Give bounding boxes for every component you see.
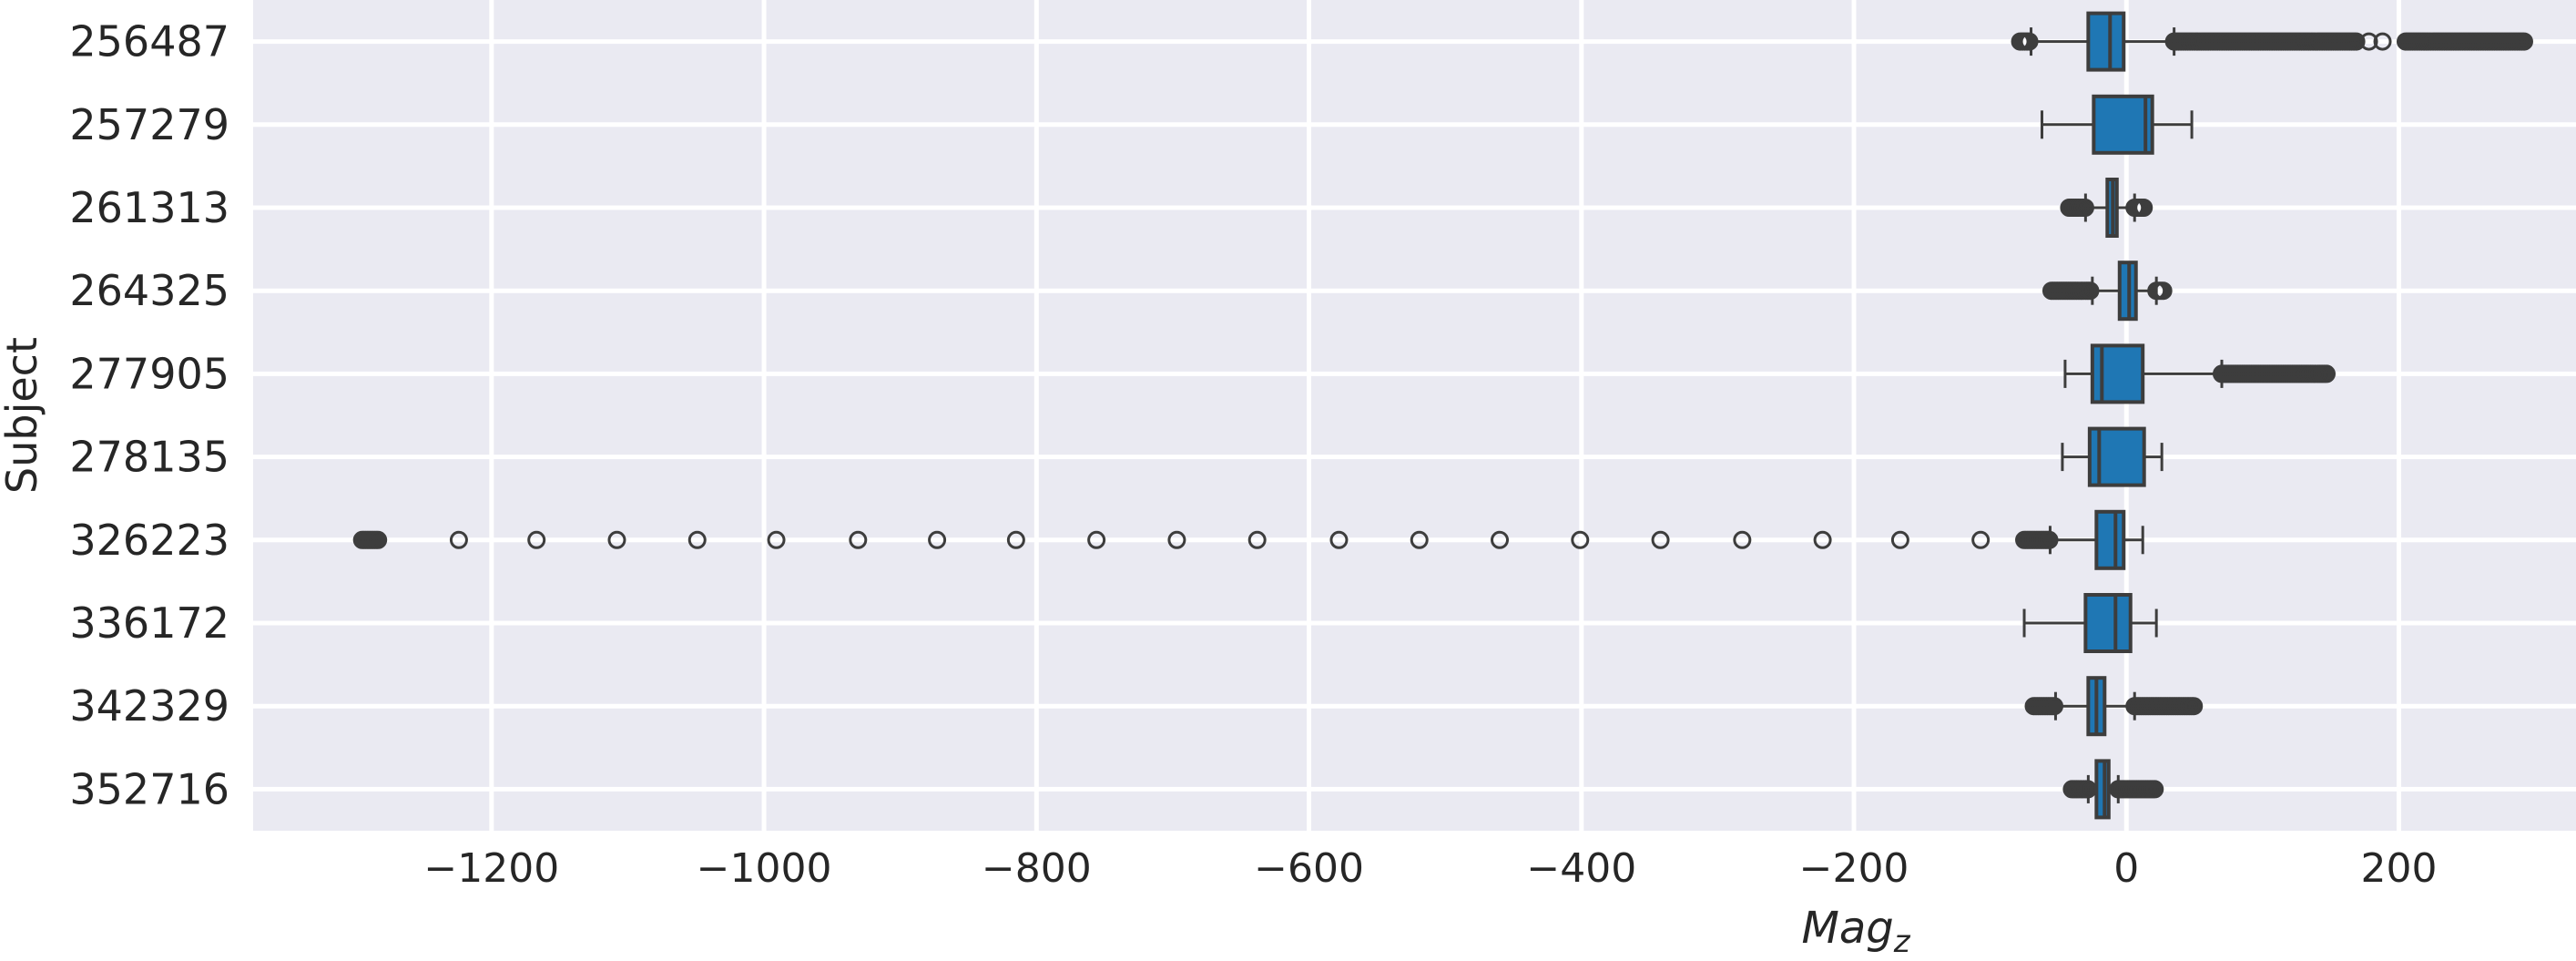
x-axis-title-base: Mag bbox=[1801, 903, 1893, 954]
outlier-point bbox=[1890, 530, 1909, 549]
iqr-box bbox=[2094, 509, 2126, 570]
outlier-point bbox=[2078, 780, 2097, 799]
y-tick-label: 326223 bbox=[69, 516, 229, 565]
outlier-point bbox=[2134, 199, 2153, 217]
x-tick-label: −400 bbox=[1526, 845, 1636, 892]
outlier-point bbox=[2040, 530, 2059, 549]
y-tick-label: 336172 bbox=[69, 598, 229, 648]
outlier-point bbox=[2081, 281, 2100, 301]
outlier-point bbox=[1491, 530, 1510, 549]
y-tick-label: 257279 bbox=[69, 100, 229, 149]
box-group-336172 bbox=[2022, 593, 2158, 653]
box-group-261313 bbox=[2060, 178, 2153, 238]
outlier-point bbox=[1006, 530, 1025, 549]
outlier-point bbox=[1971, 530, 1991, 549]
outlier-point bbox=[607, 530, 626, 549]
outlier-point bbox=[2347, 32, 2366, 51]
x-tick-label: −200 bbox=[1799, 845, 1909, 892]
iqr-box bbox=[2086, 11, 2126, 72]
x-axis-title-subscript: z bbox=[1893, 924, 1911, 960]
outlier-point bbox=[1167, 530, 1186, 549]
outlier-point bbox=[2184, 697, 2204, 716]
outlier-point bbox=[928, 530, 947, 549]
outlier-point bbox=[1410, 530, 1429, 549]
iqr-box bbox=[2090, 343, 2145, 404]
y-tick-label: 278135 bbox=[69, 433, 229, 482]
iqr-box bbox=[2092, 94, 2154, 155]
box-group-277905 bbox=[2063, 343, 2336, 404]
outlier-point bbox=[767, 530, 786, 549]
x-tick-label: 200 bbox=[2361, 845, 2438, 892]
outlier-point bbox=[527, 530, 546, 549]
outlier-point bbox=[2153, 281, 2173, 301]
outlier-point bbox=[2145, 780, 2164, 799]
y-axis-title: Subject bbox=[0, 337, 46, 494]
x-tick-label: −600 bbox=[1254, 845, 1364, 892]
x-tick-label: −800 bbox=[982, 845, 1092, 892]
x-tick-label: −1000 bbox=[697, 845, 832, 892]
outlier-point bbox=[1247, 530, 1267, 549]
y-tick-label: 256487 bbox=[69, 17, 229, 66]
box-group-264325 bbox=[2041, 261, 2173, 322]
outlier-point bbox=[2373, 32, 2392, 51]
box-group-342329 bbox=[2024, 676, 2204, 737]
iqr-box bbox=[2083, 593, 2133, 653]
x-axis-title: Magz bbox=[1801, 903, 1910, 960]
iqr-box bbox=[2094, 759, 2111, 820]
box-group-326223 bbox=[352, 509, 2144, 570]
box-group-352716 bbox=[2062, 759, 2164, 820]
outlier-point bbox=[687, 530, 707, 549]
outlier-point bbox=[1733, 530, 1752, 549]
y-tick-label: 352716 bbox=[69, 764, 229, 813]
box-group-257279 bbox=[2040, 94, 2194, 155]
plot-background bbox=[253, 0, 2576, 831]
box-group-256487 bbox=[2011, 11, 2533, 72]
outlier-point bbox=[1571, 530, 1590, 549]
outlier-point bbox=[849, 530, 868, 549]
outlier-point bbox=[1813, 530, 1832, 549]
y-tick-label: 342329 bbox=[69, 681, 229, 731]
outlier-point bbox=[1329, 530, 1349, 549]
outlier-point bbox=[2020, 32, 2039, 51]
outlier-point bbox=[2075, 199, 2094, 217]
outlier-point bbox=[1087, 530, 1106, 549]
y-tick-label: 277905 bbox=[69, 349, 229, 398]
outlier-point bbox=[2359, 32, 2378, 51]
tick-label-layer: −1200 −1000 −800 −600 −400 −200 0 200 256487 2572… bbox=[69, 17, 2437, 892]
box-layer bbox=[352, 11, 2533, 820]
outlier-point bbox=[1651, 530, 1670, 549]
y-tick-label: 264325 bbox=[69, 266, 229, 315]
y-tick-label: 261313 bbox=[69, 183, 229, 232]
outlier-point bbox=[449, 530, 468, 549]
x-tick-label: 0 bbox=[2113, 845, 2139, 892]
outlier-point bbox=[2514, 32, 2533, 51]
x-tick-label: −1200 bbox=[423, 845, 559, 892]
box-group-278135 bbox=[2061, 426, 2164, 487]
outlier-point bbox=[2316, 364, 2336, 383]
outlier-point bbox=[2045, 697, 2064, 716]
outlier-point bbox=[369, 530, 388, 549]
